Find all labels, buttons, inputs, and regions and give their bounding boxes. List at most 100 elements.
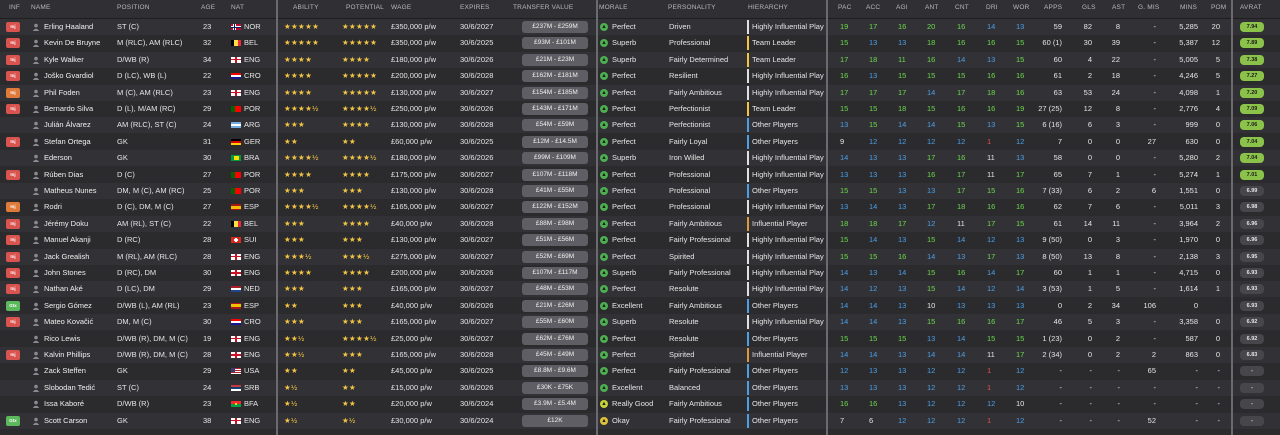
col-name[interactable]: NAME	[31, 4, 51, 11]
table-row[interactable]: Inj John Stones D (RC), DM 30 ENG ★★★★ ★★★★ £20…	[0, 265, 1280, 281]
injury-badge[interactable]: Inj	[6, 169, 20, 180]
table-row[interactable]: Inj Bernardo Silva D (L), M/AM (RC) 29 POR ★★…	[0, 101, 1280, 117]
injury-badge[interactable]: Inj	[6, 54, 20, 65]
col-gmis[interactable]: G. MIS	[1138, 4, 1160, 11]
col-inf[interactable]: INF	[9, 4, 21, 11]
player-name[interactable]: Julián Álvarez	[44, 120, 91, 130]
player-name[interactable]: John Stones	[44, 268, 86, 277]
col-dri[interactable]: DRI	[986, 4, 998, 11]
table-row[interactable]: Matheus Nunes DM, M (C), AM (RC) 25 POR ★★★ ★…	[0, 183, 1280, 199]
table-row[interactable]: Inj Rodri D (C), DM, M (C) 27 ESP ★★★★½ ★★★★½ £…	[0, 199, 1280, 216]
injury-badge[interactable]: Inj	[6, 350, 20, 360]
col-pac[interactable]: PAC	[838, 4, 852, 11]
injury-badge[interactable]: Inj	[6, 284, 20, 295]
col-pom[interactable]: POM	[1211, 4, 1227, 11]
col-personality[interactable]: PERSONALITY	[668, 4, 716, 11]
injury-badge[interactable]: Inj	[6, 218, 20, 229]
col-wor[interactable]: WOR	[1013, 4, 1030, 11]
injury-badge[interactable]: Inj	[6, 71, 20, 82]
col-ant[interactable]: ANT	[925, 4, 939, 11]
col-nat[interactable]: NAT	[231, 4, 245, 11]
player-name[interactable]: Kevin De Bruyne	[44, 38, 101, 48]
table-row[interactable]: Inj Stefan Ortega GK 31 GER ★★ ★★ £60,000 p/w 30…	[0, 133, 1280, 150]
player-name[interactable]: Erling Haaland	[44, 22, 94, 31]
col-morale[interactable]: MORALE	[599, 4, 628, 11]
table-row[interactable]: Inj Rúben Dias D (C) 27 POR ★★★★ ★★★★ £175,000 …	[0, 166, 1280, 183]
injury-badge[interactable]: Gtx	[6, 415, 20, 426]
player-name[interactable]: Joško Gvardiol	[44, 71, 94, 81]
player-name[interactable]: Kalvin Phillips	[44, 350, 91, 359]
table-row[interactable]: Inj Manuel Akanji D (RC) 28 SUI ★★★ ★★★ £130,00…	[0, 232, 1280, 249]
player-name[interactable]: Ederson	[44, 153, 72, 163]
player-name[interactable]: Rico Lewis	[44, 333, 81, 343]
table-row[interactable]: Slobodan Tedić ST (C) 24 SRB ★½ ★★ £15,000 p/w…	[0, 379, 1280, 396]
table-row[interactable]: Issa Kaboré D/WB (R) 23 BFA ★½ ★★ £20,000 p/w 3…	[0, 396, 1280, 413]
player-name[interactable]: Manuel Akanji	[44, 235, 91, 245]
col-wage[interactable]: WAGE	[391, 4, 412, 11]
col-expires[interactable]: EXPIRES	[460, 4, 490, 11]
col-transfer-value[interactable]: TRANSFER VALUE	[513, 4, 574, 11]
col-ability[interactable]: ABILITY	[293, 4, 319, 11]
injury-badge[interactable]: Inj	[6, 202, 20, 213]
player-age: 31	[203, 136, 212, 146]
player-name[interactable]: Slobodan Tedić	[44, 382, 96, 392]
player-name[interactable]: Jérémy Doku	[44, 218, 89, 228]
table-row[interactable]: Inj Nathan Aké D (LC), DM 29 NED ★★★ ★★★ £165,0…	[0, 281, 1280, 298]
injury-badge[interactable]: Inj	[6, 136, 20, 147]
table-row[interactable]: Inj Kevin De Bruyne M (RLC), AM (RLC) 32 BEL…	[0, 35, 1280, 52]
player-name[interactable]: Kyle Walker	[44, 54, 84, 64]
col-position[interactable]: POSITION	[117, 4, 150, 11]
table-row[interactable]: Inj Kyle Walker D/WB (R) 34 ENG ★★★★ ★★★★ £180,…	[0, 51, 1280, 68]
injury-badge[interactable]: Inj	[6, 268, 20, 278]
col-agi[interactable]: AGI	[896, 4, 908, 11]
injury-badge[interactable]: Inj	[6, 317, 20, 328]
player-name[interactable]: Zack Steffen	[44, 366, 86, 376]
table-row[interactable]: Inj Erling Haaland ST (C) 23 NOR ★★★★★ ★★★★★ £3…	[0, 19, 1280, 35]
table-row[interactable]: Inj Jack Grealish M (RL), AM (RLC) 28 ENG ★★★…	[0, 248, 1280, 265]
table-row[interactable]: Inj Joško Gvardiol D (LC), WB (L) 22 CRO ★★★★…	[0, 68, 1280, 85]
player-name[interactable]: Rúben Dias	[44, 169, 84, 179]
table-row[interactable]: Julián Álvarez AM (RLC), ST (C) 24 ARG ★★★ ★★…	[0, 117, 1280, 134]
player-name[interactable]: Stefan Ortega	[44, 136, 91, 146]
table-row[interactable]: Inj Kalvin Phillips D/WB (R), DM, M (C) 28 E…	[0, 347, 1280, 363]
ability-stars: ★★★★	[284, 71, 313, 81]
table-row[interactable]: Rico Lewis D/WB (R), DM, M (C) 19 ENG ★★½ ★★★…	[0, 330, 1280, 347]
table-row[interactable]: Inj Phil Foden M (C), AM (RLC) 23 ENG ★★★★ ★★★…	[0, 84, 1280, 101]
col-hierarchy[interactable]: HIERARCHY	[748, 4, 789, 11]
col-mins[interactable]: MINS	[1180, 4, 1198, 11]
table-row[interactable]: Gtx Sergio Gómez D/WB (L), AM (RL) 23 ESP ★★ ★…	[0, 297, 1280, 314]
table-row[interactable]: Ederson GK 30 BRA ★★★★½ ★★★★½ £180,000 p/w 30/6…	[0, 150, 1280, 167]
player-name[interactable]: Phil Foden	[44, 87, 80, 97]
player-name[interactable]: Issa Kaboré	[44, 399, 85, 409]
player-name[interactable]: Mateo Kovačić	[44, 317, 94, 327]
player-name[interactable]: Scott Carson	[44, 415, 88, 425]
injury-badge[interactable]: Inj	[6, 22, 20, 32]
player-name[interactable]: Bernardo Silva	[44, 104, 94, 113]
injury-badge[interactable]: Inj	[6, 104, 20, 114]
player-name[interactable]: Jack Grealish	[44, 251, 90, 261]
injury-badge[interactable]: Inj	[6, 87, 20, 98]
col-ast[interactable]: AST	[1112, 4, 1126, 11]
table-row[interactable]: Gtx Scott Carson GK 38 ENG ★½ ★½ £30,000 p/w 30/…	[0, 412, 1280, 429]
player-name[interactable]: Matheus Nunes	[44, 186, 97, 195]
injury-badge[interactable]: Inj	[6, 235, 20, 246]
player-name[interactable]: Sergio Gómez	[44, 300, 92, 310]
player-name[interactable]: Nathan Aké	[44, 284, 83, 294]
table-row[interactable]: Inj Mateo Kovačić DM, M (C) 30 CRO ★★★ ★★★ £165…	[0, 314, 1280, 331]
injury-badge[interactable]: Inj	[6, 251, 20, 262]
injury-badge[interactable]: Inj	[6, 38, 20, 49]
col-avrat[interactable]: AVRAT	[1240, 4, 1262, 11]
col-potential[interactable]: POTENTIAL	[346, 4, 384, 11]
col-cnt[interactable]: CNT	[955, 4, 969, 11]
injury-badge[interactable]: Gtx	[6, 300, 20, 311]
attr-pac: 14	[840, 284, 849, 294]
col-gls[interactable]: GLS	[1082, 4, 1096, 11]
col-age[interactable]: AGE	[201, 4, 216, 11]
col-acc[interactable]: ACC	[866, 4, 881, 11]
table-row[interactable]: Zack Steffen GK 29 USA ★★ ★★ £45,000 p/w 30/6/2…	[0, 363, 1280, 380]
stat-gls: 7	[1087, 202, 1092, 212]
divider	[826, 0, 828, 435]
col-apps[interactable]: APPS	[1044, 4, 1063, 11]
player-name[interactable]: Rodri	[44, 202, 62, 212]
table-row[interactable]: Inj Jérémy Doku AM (RL), ST (C) 22 BEL ★★★ ★★★…	[0, 215, 1280, 232]
